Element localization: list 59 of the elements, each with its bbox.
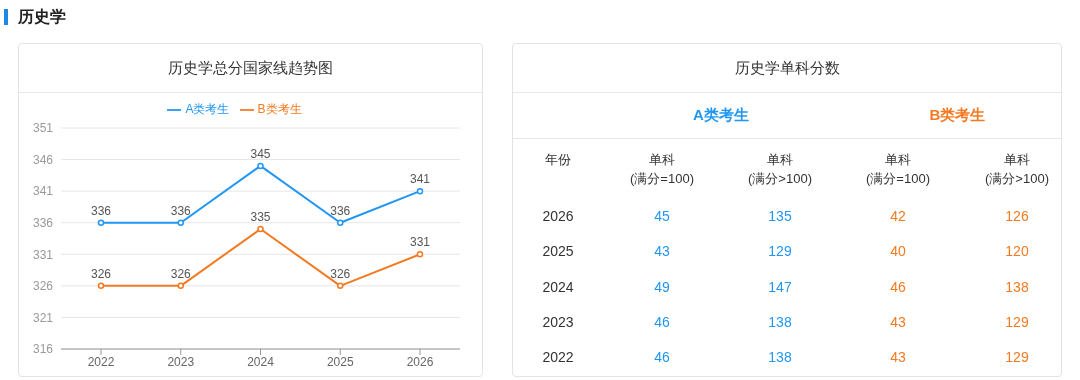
data-label: 126 (1004, 207, 1030, 226)
data-label: 45 (653, 207, 671, 226)
y-tick-label: 341 (32, 184, 54, 199)
data-label: 336 (90, 203, 112, 218)
data-label: 135 (767, 207, 793, 226)
data-label: 46 (653, 348, 671, 368)
x-tick-label: 2022 (87, 354, 115, 369)
data-label: 129 (767, 242, 793, 262)
legend-label: B类考生 (257, 102, 302, 116)
x-tick-label: 单科 (满分>100) (984, 151, 1050, 188)
x-tick-label: 单科 (满分>100) (747, 151, 813, 188)
legend-label: A类考生 (185, 102, 230, 116)
y-tick-label: 346 (32, 152, 54, 167)
y-tick-label: 2026 (541, 207, 575, 226)
text: 历史学 (18, 6, 66, 27)
x-tick-label: 单科 (满分=100) (865, 151, 931, 188)
data-label: 46 (653, 312, 671, 332)
data-label: 43 (889, 312, 907, 332)
y-axis-title: 年份 (544, 151, 572, 169)
data-label: 138 (1004, 277, 1030, 297)
data-label: 43 (653, 242, 671, 262)
data-label: 138 (767, 312, 793, 332)
data-label: 336 (170, 203, 192, 218)
data-label: 42 (889, 207, 907, 226)
data-label: 129 (1004, 312, 1030, 332)
y-tick-label: 321 (32, 310, 54, 325)
chart-title: 历史学总分国家线趋势图 (19, 44, 482, 93)
x-tick-label: 2025 (326, 354, 354, 369)
y-tick-label: 316 (32, 342, 54, 357)
data-label: 120 (1004, 242, 1030, 262)
text: B类考生 (928, 105, 987, 124)
y-tick-label: 331 (32, 247, 54, 262)
data-label: 335 (250, 210, 271, 225)
x-tick-label: 2023 (167, 354, 195, 369)
chart-title: 历史学单科分数 (513, 44, 1061, 93)
x-tick-label: 2024 (247, 354, 275, 369)
data-label: 345 (250, 146, 271, 161)
data-label: 326 (170, 266, 192, 281)
text: A类考生 (692, 105, 750, 124)
data-label: 147 (767, 277, 793, 297)
data-label: 49 (653, 277, 671, 297)
data-label: 138 (767, 348, 793, 368)
data-label: 326 (90, 266, 112, 281)
data-label: 331 (409, 235, 431, 250)
y-tick-label: 2024 (541, 277, 575, 297)
data-label: 40 (889, 242, 907, 262)
y-tick-label: 351 (32, 121, 54, 136)
data-label: 326 (330, 266, 351, 281)
data-label: 129 (1004, 348, 1030, 368)
x-tick-label: 2026 (406, 354, 434, 369)
x-tick-label: 单科 (满分=100) (629, 151, 695, 188)
y-tick-label: 336 (32, 215, 54, 230)
data-label: 341 (409, 172, 431, 187)
y-tick-label: 326 (32, 279, 54, 294)
y-tick-label: 2025 (541, 242, 575, 262)
y-tick-label: 2023 (541, 312, 575, 332)
data-label: 46 (889, 277, 907, 297)
data-label: 336 (330, 203, 351, 218)
data-label: 43 (889, 348, 907, 368)
